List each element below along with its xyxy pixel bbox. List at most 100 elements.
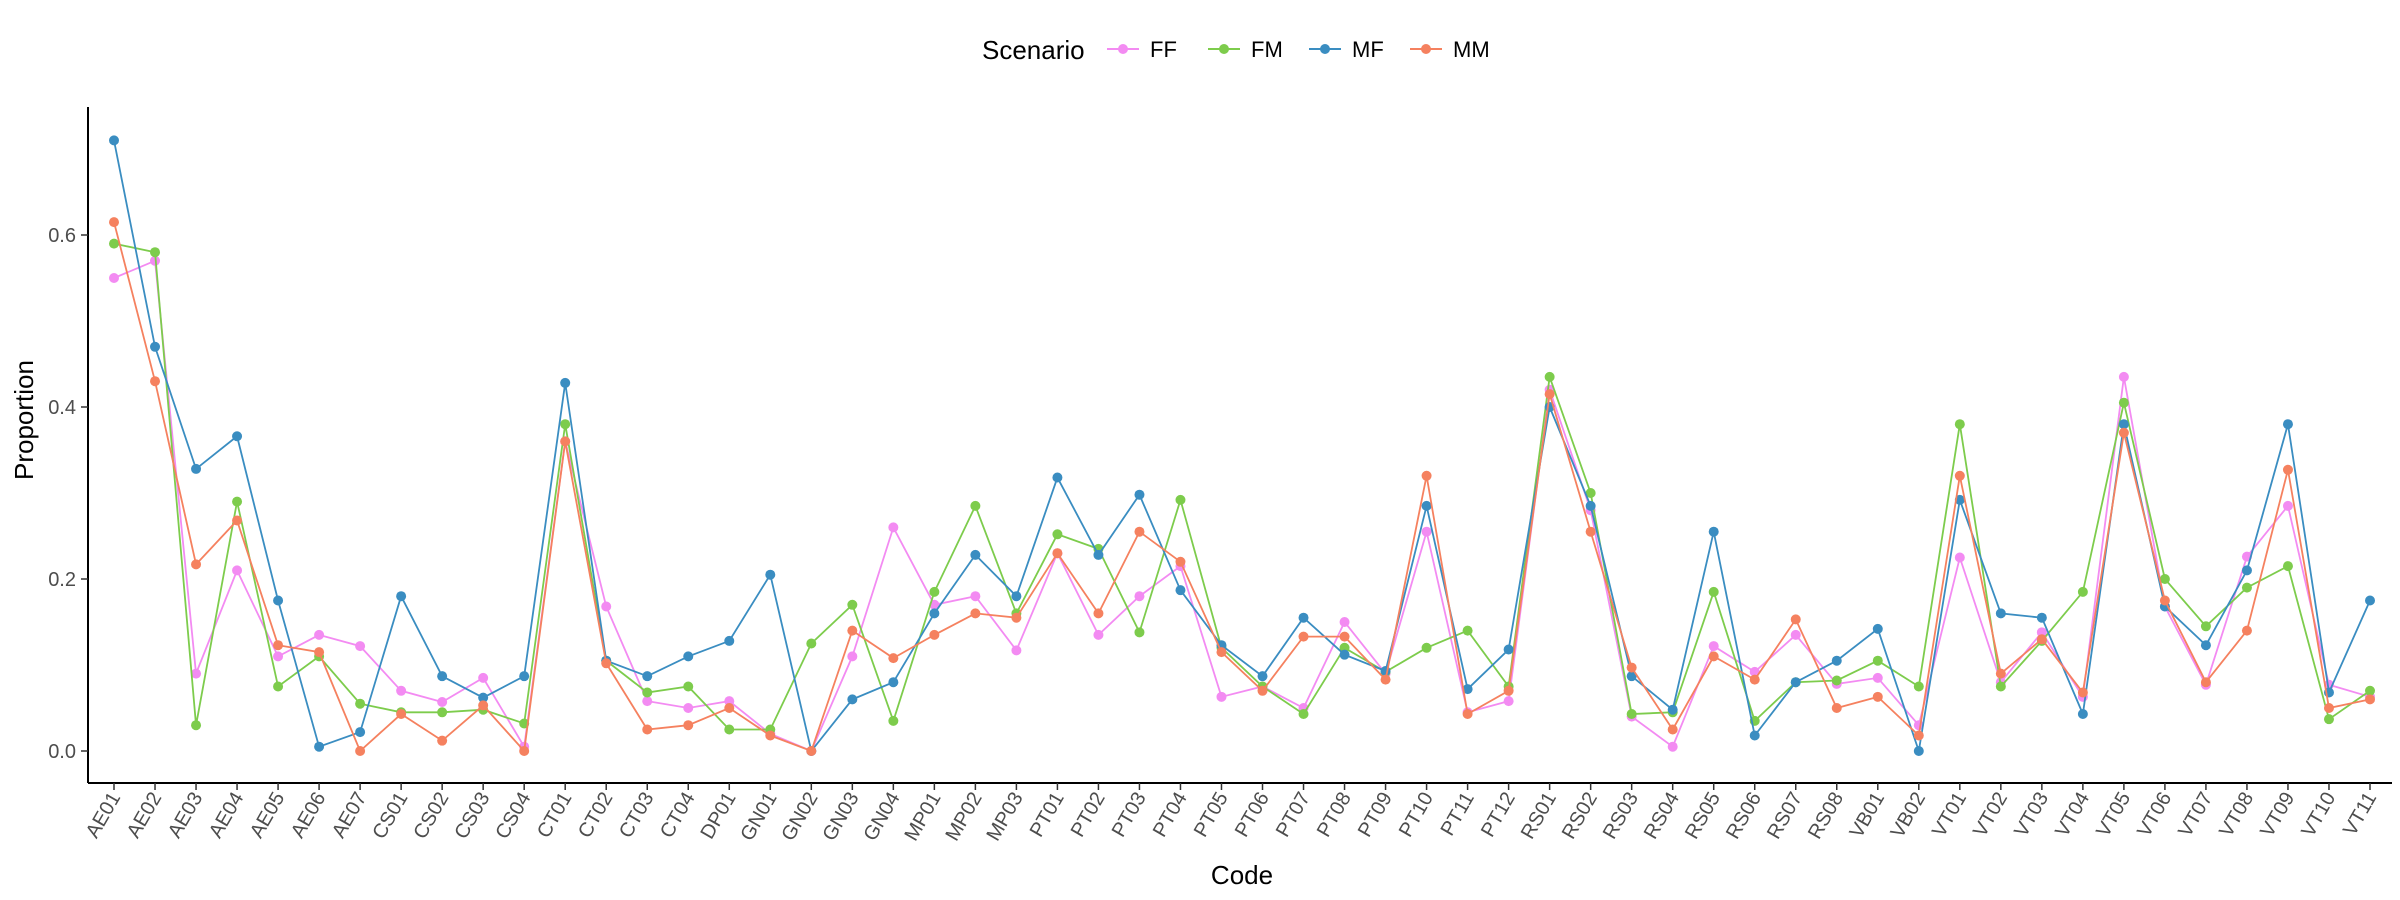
data-point <box>150 341 161 352</box>
series-line-ff <box>113 259 2371 753</box>
data-point <box>232 496 243 507</box>
legend-item-ff: FF <box>1107 37 1177 62</box>
data-point <box>1421 642 1432 653</box>
data-point <box>1339 642 1350 653</box>
data-point <box>314 629 325 640</box>
legend-swatch-point <box>1118 44 1128 54</box>
x-tick-label: CT02 <box>574 789 618 842</box>
data-point <box>396 685 407 696</box>
data-point <box>683 703 694 713</box>
data-point <box>1872 623 1883 634</box>
data-point <box>2118 397 2129 408</box>
data-point <box>847 625 858 636</box>
data-point <box>847 694 858 705</box>
data-point <box>2118 427 2129 438</box>
data-point <box>2282 561 2293 572</box>
series-line-fm <box>113 242 2371 731</box>
data-point <box>1585 488 1596 498</box>
data-point <box>2159 574 2170 584</box>
data-point <box>560 419 571 430</box>
x-tick-label: CS02 <box>409 789 453 843</box>
data-point <box>355 727 366 738</box>
x-tick-label: PT09 <box>1354 789 1397 841</box>
x-tick-label: VB01 <box>1846 789 1890 842</box>
data-point <box>437 735 448 746</box>
series-group <box>109 135 2375 756</box>
data-point <box>1831 703 1842 713</box>
y-tick-label: 0.2 <box>48 569 76 591</box>
data-point <box>2077 586 2088 597</box>
data-point <box>970 549 981 560</box>
data-point <box>191 559 202 570</box>
data-point <box>1749 730 1760 741</box>
data-point <box>1503 696 1514 707</box>
data-point <box>191 463 202 474</box>
data-point <box>1216 691 1227 702</box>
data-point <box>970 608 981 619</box>
data-point <box>2036 612 2047 623</box>
data-point <box>642 671 653 682</box>
x-tick-label: VB02 <box>1887 789 1931 842</box>
data-point <box>1831 675 1842 686</box>
x-tick-label: PT11 <box>1437 789 1479 840</box>
x-tick-label: PT07 <box>1272 789 1315 841</box>
data-point <box>1872 691 1883 702</box>
data-point <box>437 707 448 718</box>
x-tick-label: AE05 <box>246 789 290 842</box>
data-point <box>2036 634 2047 645</box>
legend-item-mf: MF <box>1309 37 1384 62</box>
data-point <box>2365 595 2375 606</box>
data-point <box>683 720 694 731</box>
data-point <box>929 629 940 640</box>
data-point <box>314 741 325 752</box>
data-point <box>2282 500 2293 511</box>
data-point <box>1257 671 1268 682</box>
data-point <box>1954 419 1965 430</box>
data-point <box>724 703 735 713</box>
data-point <box>1093 629 1104 640</box>
data-point <box>519 746 530 756</box>
data-point <box>355 698 366 709</box>
data-point <box>314 647 325 658</box>
legend-swatch-point <box>1421 44 1431 54</box>
data-point <box>2200 640 2211 651</box>
data-point <box>355 746 366 756</box>
data-point <box>929 586 940 597</box>
data-point <box>478 672 489 683</box>
x-axis-title: Code <box>1211 860 1273 890</box>
series-line-mm <box>113 221 2371 754</box>
data-point <box>1790 614 1801 625</box>
data-point <box>1749 674 1760 685</box>
x-tick-label: CS04 <box>491 789 535 843</box>
y-tick-label: 0.6 <box>48 225 76 247</box>
data-point <box>355 641 366 652</box>
data-point <box>560 436 571 447</box>
x-tick-label: VT10 <box>2297 789 2340 841</box>
y-tick-label: 0.0 <box>48 741 76 763</box>
data-point <box>1708 526 1719 537</box>
legend-label: FM <box>1251 37 1283 62</box>
data-point <box>724 635 735 646</box>
data-point <box>1257 685 1268 696</box>
data-point <box>2077 687 2088 698</box>
data-point <box>273 640 284 651</box>
data-point <box>1216 647 1227 658</box>
data-point <box>1339 631 1350 642</box>
x-tick-label: VT04 <box>2051 789 2094 841</box>
data-point <box>1913 681 1924 692</box>
data-point <box>1544 371 1555 382</box>
data-point <box>396 709 407 720</box>
data-point <box>724 724 735 735</box>
data-point <box>847 651 858 662</box>
data-point <box>1708 641 1719 652</box>
x-tick-label: GN01 <box>736 789 781 845</box>
data-point <box>1954 470 1965 481</box>
series-mf <box>109 135 2375 756</box>
data-point <box>724 696 735 707</box>
x-tick-label: MP03 <box>983 789 1028 845</box>
data-point <box>2365 685 2375 696</box>
data-point <box>1093 608 1104 619</box>
data-point <box>109 273 119 283</box>
data-point <box>765 730 776 741</box>
data-point <box>1667 741 1678 752</box>
